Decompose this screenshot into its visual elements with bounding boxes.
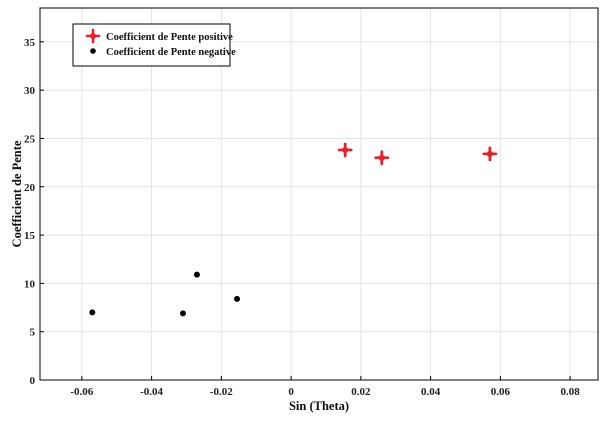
legend-label: Coefficient de Pente negative	[106, 47, 236, 58]
grid-lines	[40, 8, 598, 381]
y-tick-label: 0	[30, 375, 36, 387]
x-tick-label: 0.02	[351, 386, 371, 398]
x-tick-label: 0.06	[491, 386, 511, 398]
y-tick-label: 35	[24, 37, 36, 49]
data-point	[179, 310, 186, 317]
y-axis-ticks: 0 5 10 15 20 25 30 35	[24, 37, 44, 387]
y-tick-label: 30	[24, 85, 36, 97]
x-axis-title: Sin (Theta)	[289, 399, 349, 413]
data-point	[234, 295, 241, 302]
plot-area-frame	[39, 7, 599, 381]
legend-marker	[90, 48, 96, 54]
data-points	[89, 142, 498, 317]
y-tick-label: 25	[24, 133, 36, 145]
y-tick-label: 20	[24, 182, 36, 194]
x-tick-label: 0.04	[421, 386, 441, 398]
x-axis-ticks: -0.06 -0.04 -0.02 0 0.02 0.04 0.06 0.08	[70, 376, 580, 398]
legend: Coefficient de Pente positive Coefficient…	[72, 23, 236, 67]
y-tick-label: 15	[24, 230, 36, 242]
x-tick-label: 0.08	[560, 386, 580, 398]
legend-marker	[85, 28, 101, 44]
data-point	[374, 150, 390, 166]
x-tick-label: -0.02	[210, 386, 233, 398]
y-axis-title: Coefficient de Pente	[10, 140, 24, 247]
y-tick-label: 5	[30, 327, 36, 339]
data-point	[337, 142, 353, 158]
x-tick-label: -0.06	[70, 386, 93, 398]
data-point	[89, 309, 96, 316]
y-tick-label: 10	[24, 278, 36, 290]
data-point	[193, 271, 200, 278]
data-point	[482, 146, 498, 162]
x-tick-label: 0	[288, 386, 294, 398]
legend-box	[72, 23, 231, 67]
x-tick-label: -0.04	[140, 386, 163, 398]
legend-label: Coefficient de Pente positive	[106, 32, 233, 43]
